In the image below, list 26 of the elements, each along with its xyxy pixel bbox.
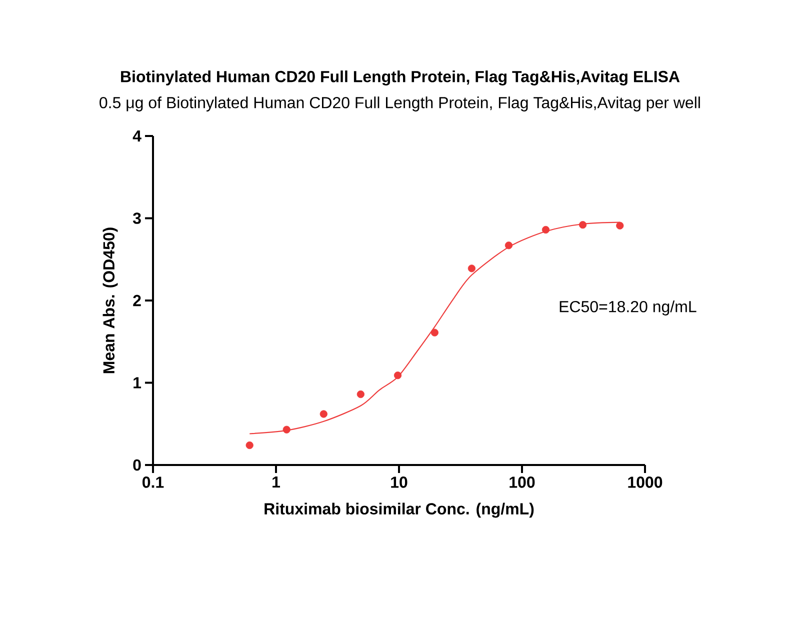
x-axis-title: Rituximab biosimilar Conc. (ng/mL) <box>264 502 534 518</box>
point <box>282 426 290 434</box>
y-tick-label: 0 <box>133 459 141 471</box>
x-tick-label: 1000 <box>628 476 662 488</box>
point <box>430 328 438 336</box>
point <box>504 242 513 250</box>
chart-subtitle: 0.5 μg of Biotinylated Human CD20 Full Length Protein, Flag Tag&His,Avitag per well <box>100 96 700 112</box>
y-tick-label: 3 <box>132 212 141 224</box>
point <box>394 372 402 380</box>
y-tick-label: 4 <box>132 130 142 142</box>
point <box>542 226 550 234</box>
y-tick-label: 1 <box>134 377 142 388</box>
y-axis-title: Mean Abs. (OD450) <box>102 228 118 374</box>
x-tick-label: 1 <box>272 476 280 488</box>
point <box>616 222 624 230</box>
point <box>578 221 587 229</box>
point <box>246 441 254 450</box>
point <box>356 390 364 398</box>
point <box>468 264 476 272</box>
y-tick-label: 2 <box>133 294 141 306</box>
x-tick-label: 100 <box>510 476 535 488</box>
point <box>320 410 328 418</box>
x-tick-label: 10 <box>391 476 408 488</box>
x-tick-label: 0.1 <box>142 476 164 488</box>
chart-title: Biotinylated Human CD20 Full Length Protein, Flag Tag&His,Avitag ELISA <box>121 70 680 86</box>
annotation: EC50=18.20 ng/mL <box>560 300 696 316</box>
